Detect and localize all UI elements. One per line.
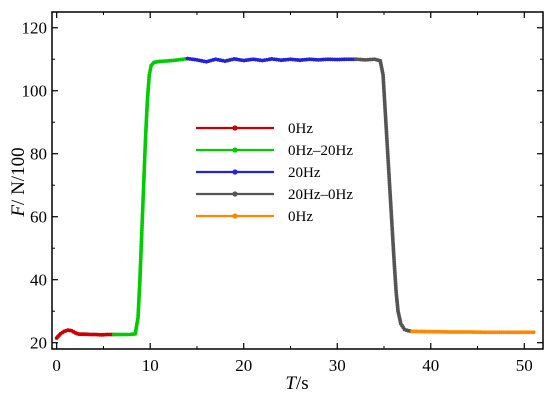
series-line xyxy=(113,57,188,336)
series-0 xyxy=(54,328,116,340)
x-axis-unit: /s xyxy=(296,373,309,394)
x-axis: 0 10 20 30 40 50 xyxy=(52,12,533,375)
y-axis-symbol: F xyxy=(8,205,29,218)
series-4 xyxy=(410,329,536,335)
legend-item: 20Hz xyxy=(196,165,321,181)
y-tick-label: 60 xyxy=(30,208,47,227)
series-point xyxy=(531,330,536,335)
series-3 xyxy=(354,57,414,334)
x-tick-label: 20 xyxy=(235,356,252,375)
legend-swatch-marker xyxy=(232,191,238,197)
x-axis-title: T/s xyxy=(285,373,308,394)
plot-frame xyxy=(51,11,544,350)
x-axis-symbol: T xyxy=(285,373,297,394)
y-axis-unit: / N/100 xyxy=(8,147,29,205)
legend-label: 20Hz xyxy=(288,165,321,181)
legend-label: 20Hz–0Hz xyxy=(288,187,353,203)
y-axis: 20 40 60 80 100 120 xyxy=(22,19,543,353)
series-2 xyxy=(185,56,358,64)
legend: 0Hz 0Hz–20Hz 20Hz 20Hz–0Hz 0Hz xyxy=(196,121,353,225)
legend-item: 0Hz xyxy=(196,209,313,225)
x-tick-label: 40 xyxy=(422,356,439,375)
x-tick-label: 0 xyxy=(52,356,61,375)
legend-swatch-marker xyxy=(232,169,238,175)
x-tick-label: 30 xyxy=(329,356,346,375)
legend-swatch-marker xyxy=(232,125,238,131)
legend-label: 0Hz xyxy=(288,121,313,137)
series-1 xyxy=(111,56,190,337)
legend-label: 0Hz xyxy=(288,209,313,225)
y-tick-label: 80 xyxy=(30,145,47,164)
legend-item: 20Hz–0Hz xyxy=(196,187,353,203)
x-tick-label: 10 xyxy=(142,356,159,375)
y-axis-title: F/ N/100 xyxy=(8,147,29,217)
y-tick-label: 100 xyxy=(22,82,48,101)
y-tick-label: 40 xyxy=(30,271,47,290)
legend-item: 0Hz xyxy=(196,121,313,137)
x-tick-label: 50 xyxy=(516,356,533,375)
y-tick-label: 120 xyxy=(22,19,48,38)
y-tick-label: 20 xyxy=(30,334,47,353)
legend-swatch-marker xyxy=(232,213,238,219)
legend-item: 0Hz–20Hz xyxy=(196,143,353,159)
legend-swatch-marker xyxy=(232,147,238,153)
legend-label: 0Hz–20Hz xyxy=(288,143,353,159)
plot-lines xyxy=(54,56,536,340)
